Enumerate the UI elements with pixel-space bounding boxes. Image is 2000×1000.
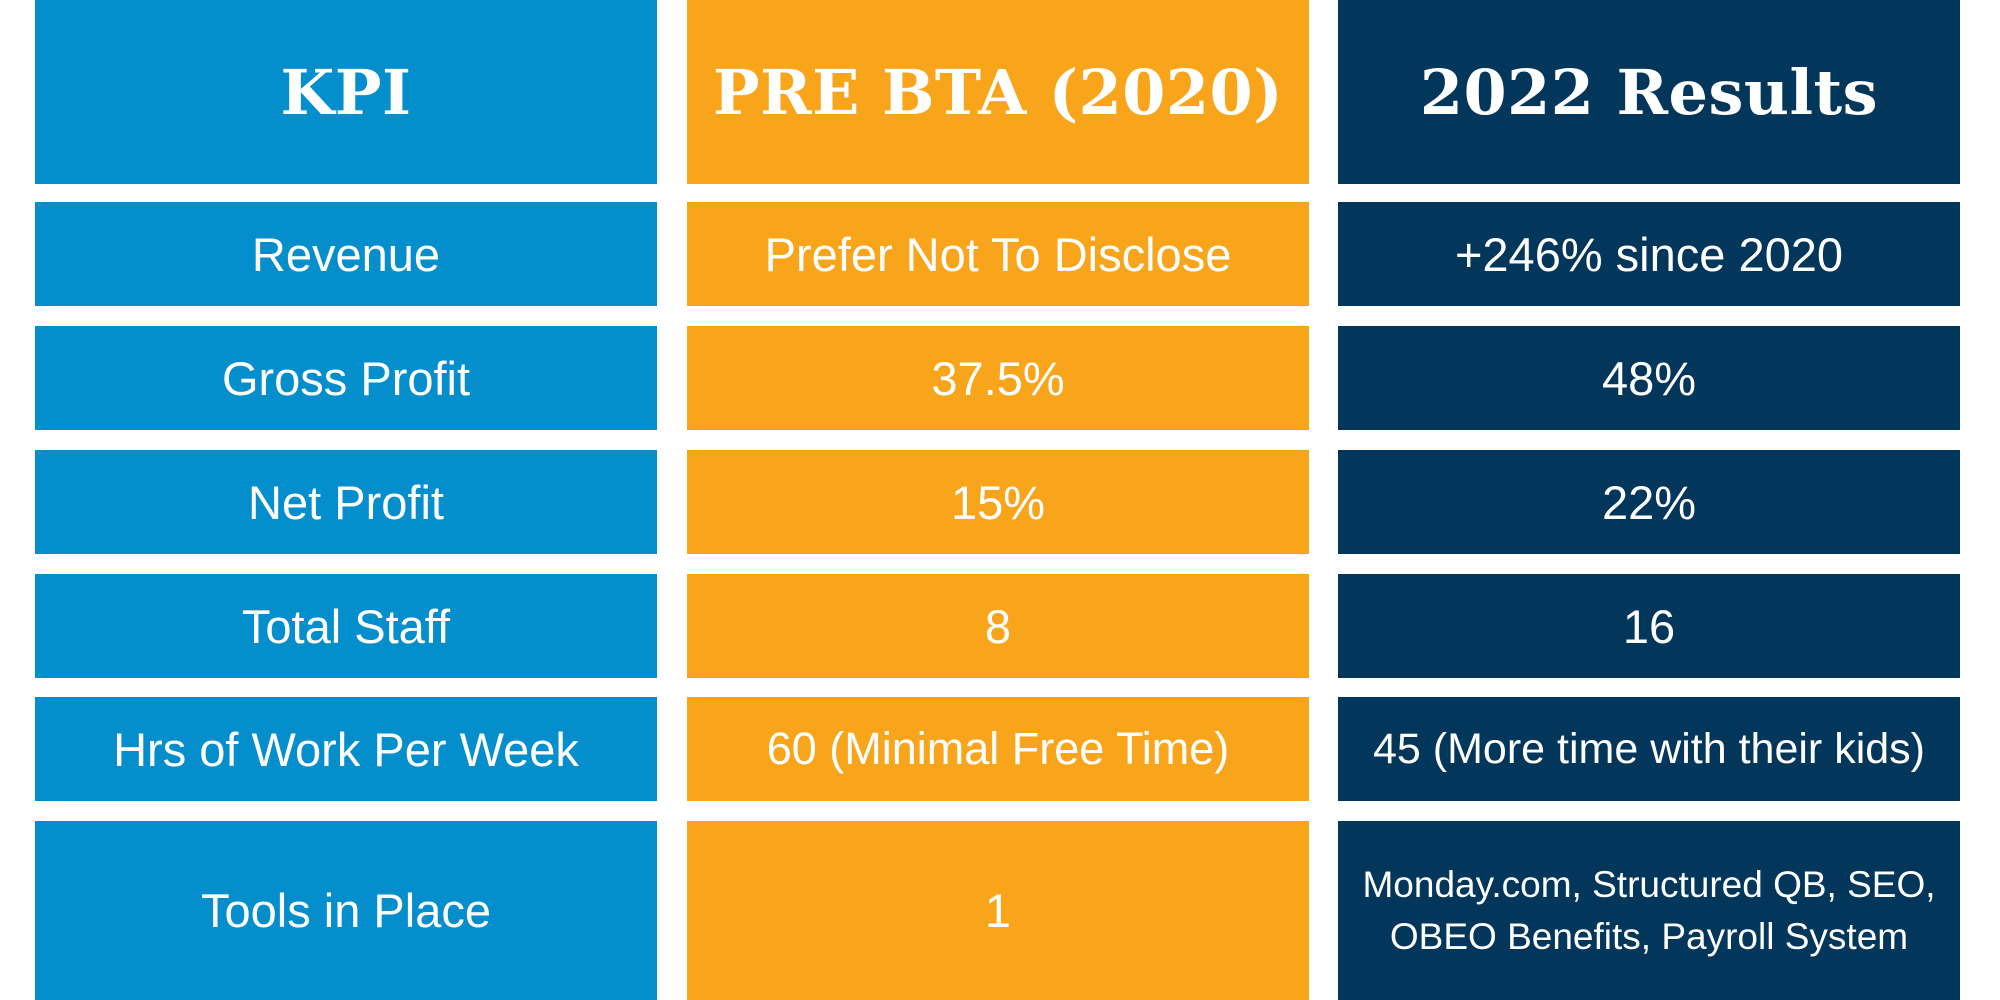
results-cell-hours-per-week: 45 (More time with their kids) <box>1338 697 1960 801</box>
kpi-cell-revenue: Revenue <box>35 202 657 306</box>
pre-cell-gross-profit: 37.5% <box>687 326 1309 430</box>
results-cell-revenue: +246% since 2020 <box>1338 202 1960 306</box>
kpi-cell-tools-in-place: Tools in Place <box>35 821 657 1000</box>
results-cell-gross-profit: 48% <box>1338 326 1960 430</box>
pre-cell-tools-in-place: 1 <box>687 821 1309 1000</box>
kpi-cell-hours-per-week: Hrs of Work Per Week <box>35 697 657 801</box>
header-pre-bta: PRE BTA (2020) <box>687 0 1309 184</box>
pre-cell-net-profit: 15% <box>687 450 1309 554</box>
results-cell-net-profit: 22% <box>1338 450 1960 554</box>
header-kpi: KPI <box>35 0 657 184</box>
kpi-cell-net-profit: Net Profit <box>35 450 657 554</box>
results-cell-tools-in-place: Monday.com, Structured QB, SEO, OBEO Ben… <box>1338 821 1960 1000</box>
header-2022-results: 2022 Results <box>1338 0 1960 184</box>
kpi-cell-total-staff: Total Staff <box>35 574 657 678</box>
kpi-cell-gross-profit: Gross Profit <box>35 326 657 430</box>
results-tools-line: OBEO Benefits, Payroll System <box>1389 915 1909 957</box>
results-tools-line: Monday.com, Structured QB, SEO, <box>1362 863 1936 905</box>
pre-cell-total-staff: 8 <box>687 574 1309 678</box>
results-tools-list: Monday.com, Structured QB, SEO, OBEO Ben… <box>1362 859 1935 963</box>
pre-cell-revenue: Prefer Not To Disclose <box>687 202 1309 306</box>
pre-cell-hours-per-week: 60 (Minimal Free Time) <box>687 697 1309 801</box>
results-cell-total-staff: 16 <box>1338 574 1960 678</box>
